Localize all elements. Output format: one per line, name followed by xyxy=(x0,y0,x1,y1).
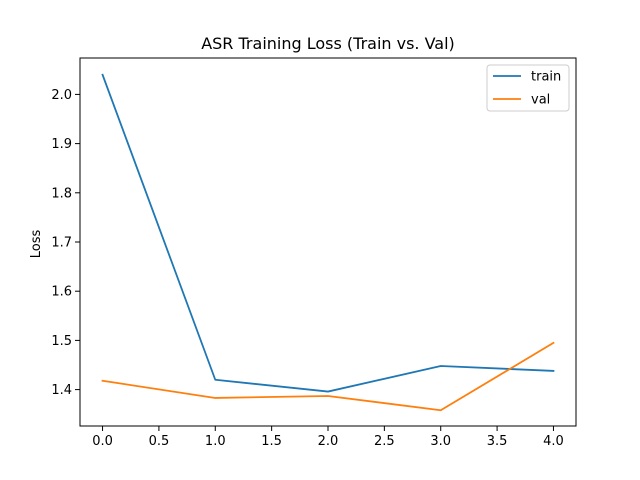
y-tick-label: 1.6 xyxy=(51,285,72,300)
series-line-val xyxy=(101,341,555,412)
x-tick-label: 3.5 xyxy=(487,434,508,449)
x-tick-label: 3.0 xyxy=(430,434,451,449)
legend-label-train: train xyxy=(531,70,561,85)
chart-title: ASR Training Loss (Train vs. Val) xyxy=(201,34,455,53)
legend: train val xyxy=(486,64,570,112)
x-axis: 0.0 0.5 1.0 1.5 2.0 2.5 3.0 3.5 4.0 xyxy=(92,426,564,449)
y-tick-label: 1.7 xyxy=(51,236,72,251)
x-tick-label: 1.5 xyxy=(261,434,282,449)
y-tick-label: 2.0 xyxy=(51,88,72,103)
y-tick-label: 1.8 xyxy=(51,186,72,201)
x-tick-label: 2.5 xyxy=(374,434,395,449)
x-tick-label: 4.0 xyxy=(543,434,564,449)
legend-label-val: val xyxy=(531,93,550,108)
y-tick-label: 1.9 xyxy=(51,137,72,152)
y-axis: 1.4 1.5 1.6 1.7 1.8 1.9 2.0 xyxy=(51,88,80,398)
x-tick-label: 0.5 xyxy=(149,434,170,449)
x-tick-label: 2.0 xyxy=(318,434,339,449)
y-axis-title: Loss xyxy=(29,230,44,259)
x-tick-label: 1.0 xyxy=(205,434,226,449)
y-tick-label: 1.4 xyxy=(51,383,72,398)
plot-frame xyxy=(79,57,577,427)
x-tick-label: 0.0 xyxy=(92,434,113,449)
series-line-train xyxy=(101,73,555,393)
y-tick-label: 1.5 xyxy=(51,334,72,349)
series-lines xyxy=(101,73,555,412)
